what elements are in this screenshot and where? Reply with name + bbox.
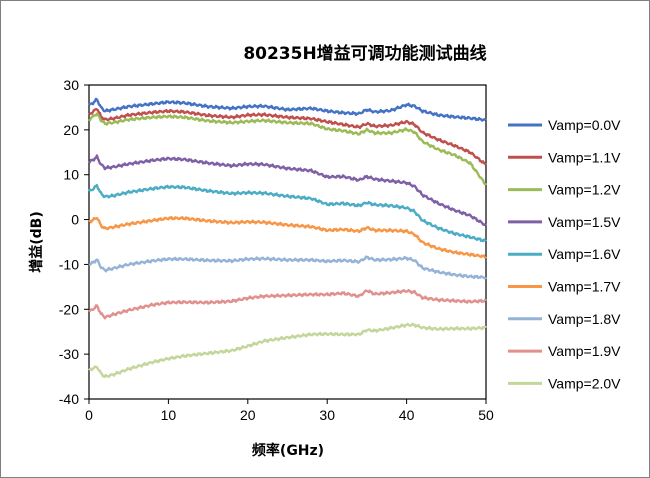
- legend-label: Vamp=1.7V: [548, 279, 621, 295]
- x-tick-label: 10: [161, 407, 177, 423]
- legend-label: Vamp=2.0V: [548, 375, 621, 391]
- x-tick-label: 20: [240, 407, 256, 423]
- plot-area: [88, 84, 487, 400]
- series-line-9: [88, 322, 487, 378]
- series-lines: [87, 97, 487, 378]
- x-tick-label: 30: [319, 407, 335, 423]
- chart-title: 80235H增益可调功能测试曲线: [243, 43, 486, 64]
- x-axis-label: 频率(GHz): [252, 442, 324, 459]
- x-tick-label: 40: [399, 407, 415, 423]
- series-line-1: [88, 97, 487, 122]
- legend-label: Vamp=1.5V: [548, 214, 621, 230]
- y-tick-label: 30: [63, 77, 79, 93]
- series-line-6: [88, 215, 487, 259]
- y-tick-label: -40: [59, 391, 79, 407]
- y-tick-label: -30: [59, 346, 79, 362]
- y-tick-label: 20: [63, 122, 79, 138]
- legend-label: Vamp=0.0V: [548, 117, 621, 133]
- series-line-7: [88, 255, 487, 280]
- series-line-5: [87, 183, 487, 243]
- legend-label: Vamp=1.8V: [548, 311, 621, 327]
- series-line-3: [88, 112, 487, 186]
- legend-label: Vamp=1.6V: [548, 246, 621, 262]
- series-line-2: [88, 107, 487, 166]
- y-tick-label: -10: [59, 256, 79, 272]
- legend: Vamp=0.0V Vamp=1.1V Vamp=1.2V Vamp=1.5V Vamp…: [508, 117, 621, 391]
- y-tick-label: 0: [71, 212, 79, 228]
- x-tick-label: 50: [478, 407, 494, 423]
- series-line-8: [88, 288, 487, 320]
- y-axis-label: 增益(dB): [28, 211, 45, 273]
- y-tick-label: -20: [59, 301, 79, 317]
- legend-label: Vamp=1.1V: [548, 149, 621, 165]
- y-axis: 30 20 10 0 -10 -20 -30 -40: [59, 77, 89, 407]
- legend-label: Vamp=1.2V: [548, 182, 621, 198]
- x-tick-label: 0: [85, 407, 93, 423]
- legend-label: Vamp=1.9V: [548, 343, 621, 359]
- series-line-4: [88, 154, 487, 227]
- x-axis: 0 10 20 30 40 50: [85, 399, 494, 423]
- y-tick-label: 10: [63, 167, 79, 183]
